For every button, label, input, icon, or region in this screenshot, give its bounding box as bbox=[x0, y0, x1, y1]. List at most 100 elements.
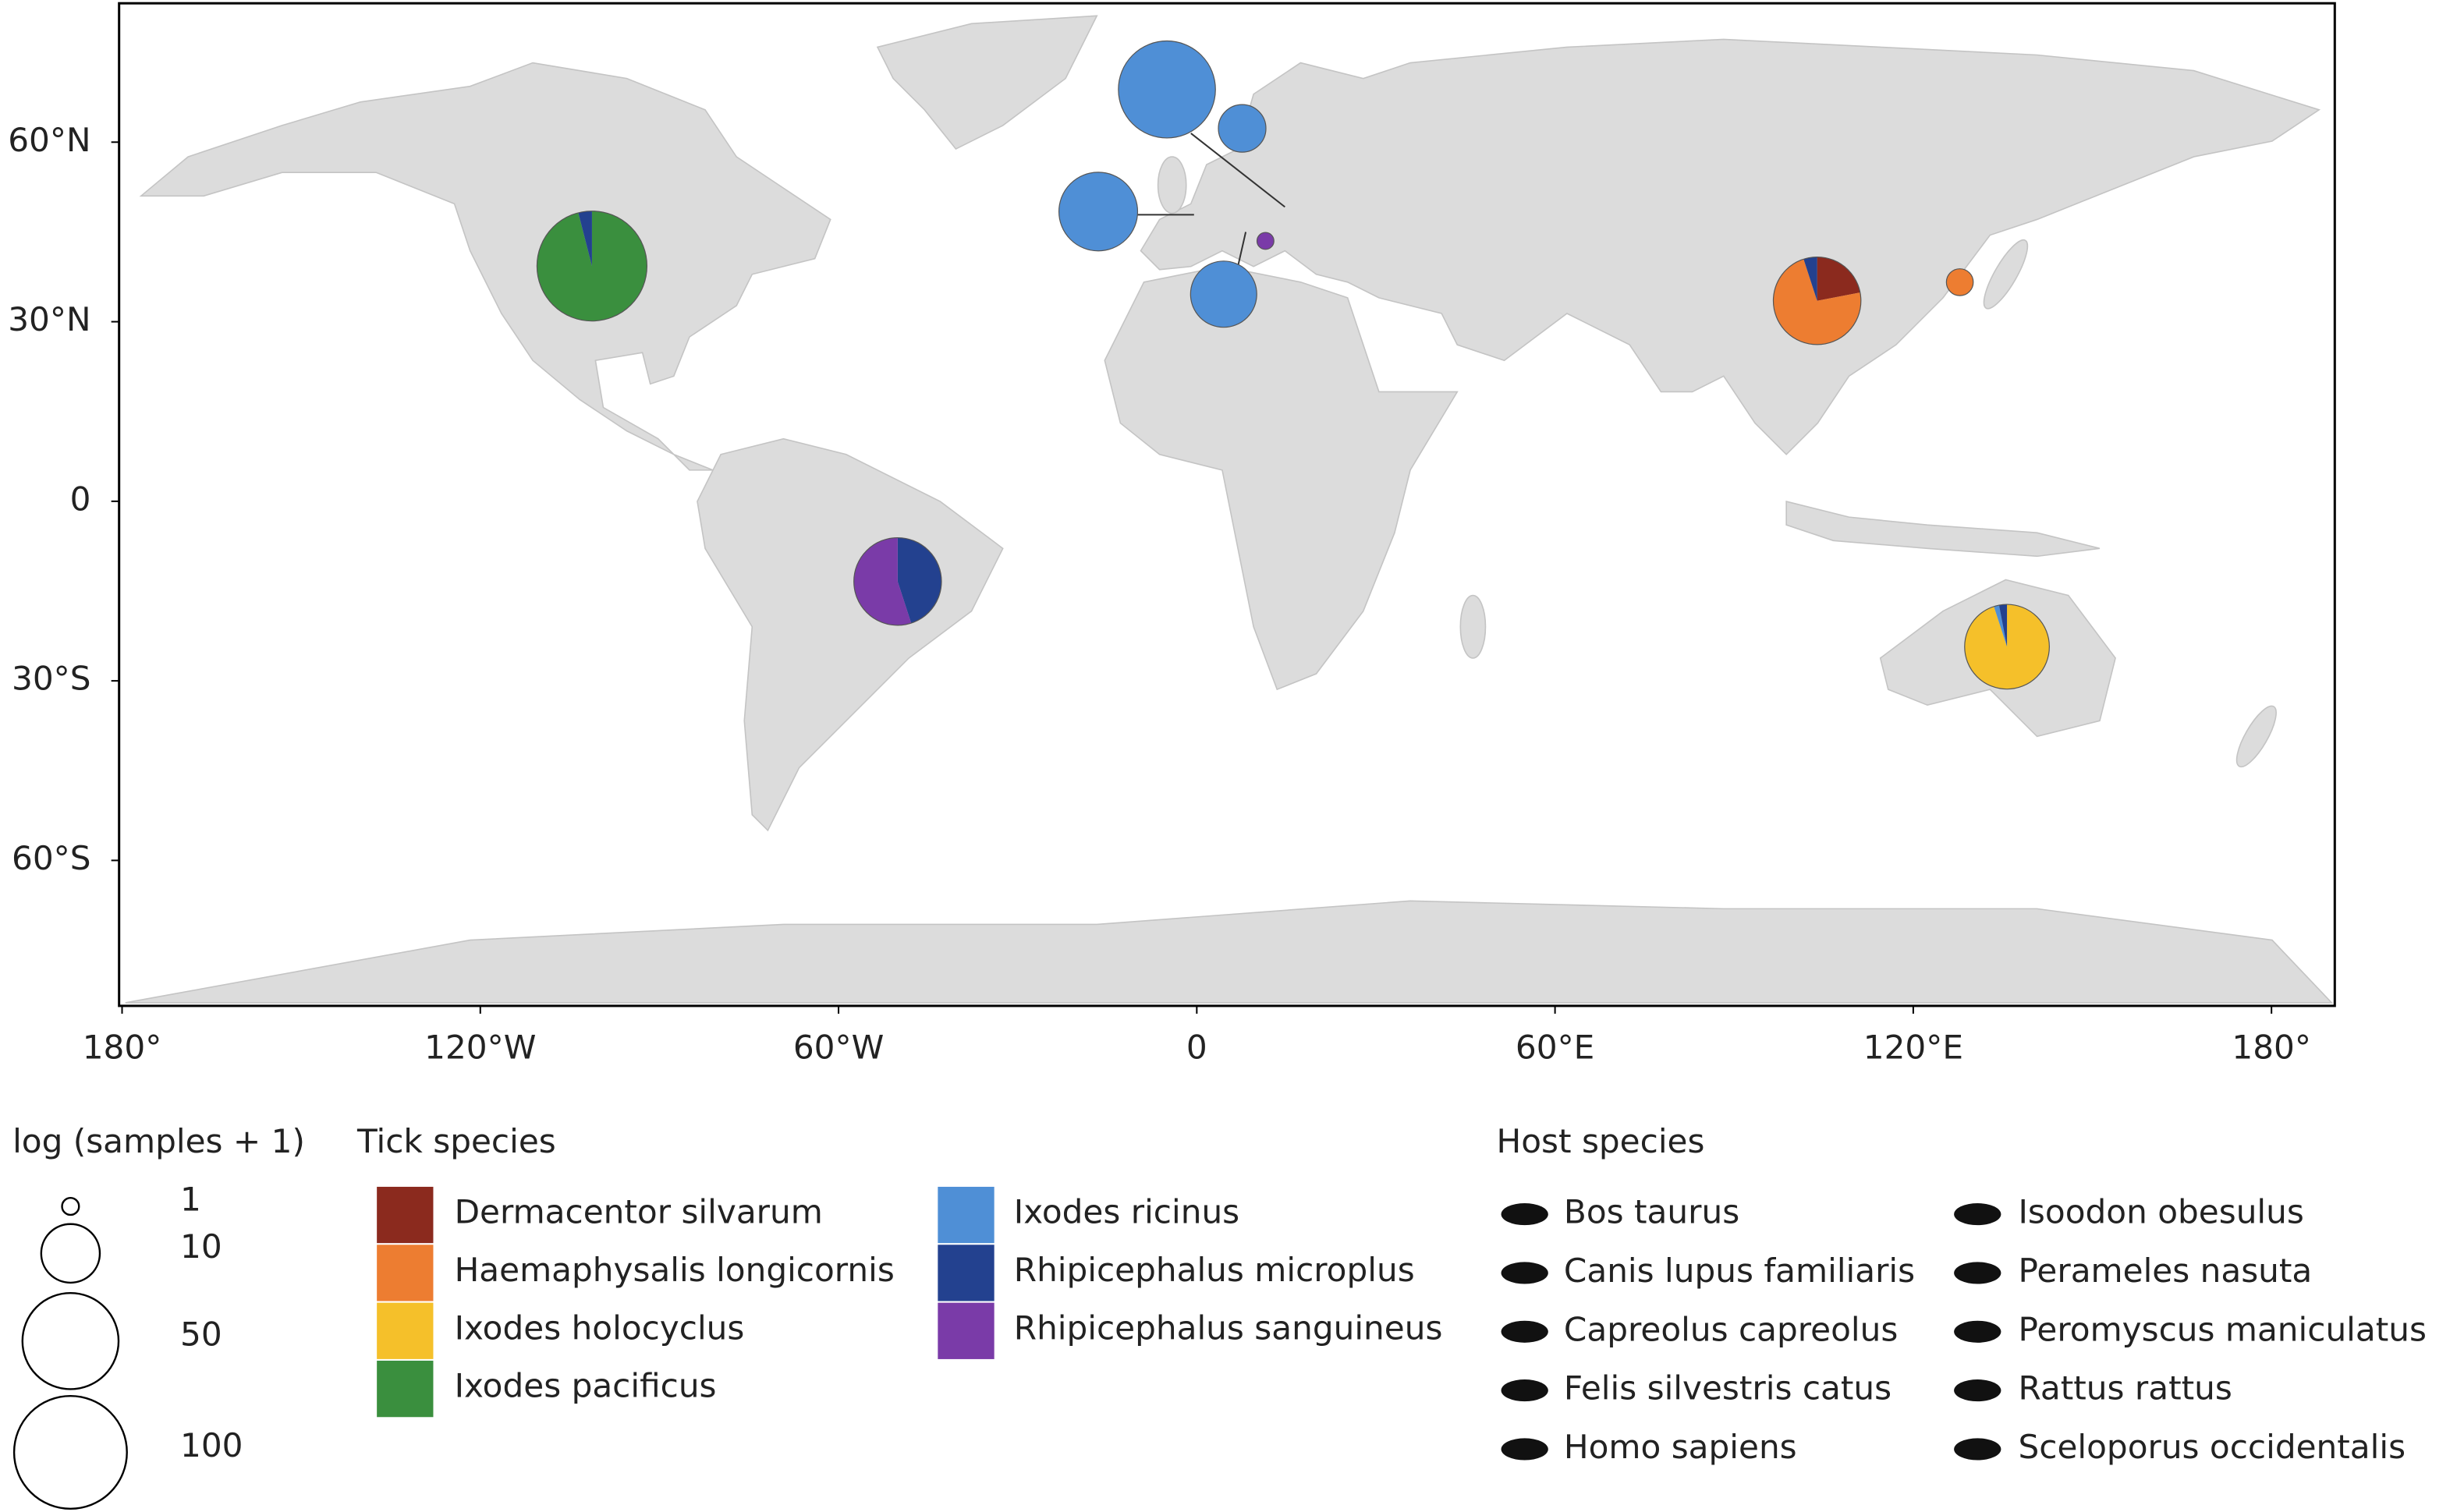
legend-label: Ixodes pacificus bbox=[455, 1367, 717, 1405]
host-icon bbox=[1501, 1438, 1548, 1461]
legend-swatch bbox=[936, 1301, 996, 1361]
host-label: Rattus rattus bbox=[2019, 1369, 2232, 1408]
pie-outline bbox=[1118, 40, 1216, 139]
new-zealand bbox=[2235, 705, 2277, 768]
pie-slice bbox=[1218, 104, 1267, 153]
indonesia bbox=[1785, 501, 2101, 558]
legend-label: Rhipicephalus microplus bbox=[1014, 1251, 1415, 1289]
legend-swatch bbox=[936, 1184, 996, 1245]
south-america bbox=[697, 437, 1004, 832]
size-legend-circle bbox=[21, 1292, 120, 1390]
host-label: Capreolus capreolus bbox=[1564, 1310, 1898, 1348]
pie-slice bbox=[1773, 259, 1861, 345]
legend-label: Haemaphysalis longicornis bbox=[455, 1251, 895, 1289]
size-legend-label: 50 bbox=[180, 1315, 222, 1353]
size-legend-circle bbox=[40, 1223, 101, 1284]
pie-outline bbox=[1772, 256, 1862, 345]
host-icon bbox=[1501, 1320, 1548, 1343]
y-tick-label: 30°S bbox=[12, 660, 91, 698]
size-legend-circle bbox=[61, 1197, 80, 1216]
legend-title: Tick species bbox=[356, 1122, 556, 1160]
eurasia bbox=[1140, 38, 2321, 455]
north-america bbox=[139, 62, 831, 471]
host-label: Bos taurus bbox=[1564, 1193, 1739, 1231]
legend-swatch bbox=[375, 1184, 435, 1245]
host-icon bbox=[1954, 1262, 2001, 1284]
x-tick-label: 60°E bbox=[1516, 1029, 1594, 1067]
pie-outline bbox=[1964, 604, 2050, 690]
pie-slice bbox=[1058, 172, 1138, 251]
host-label: Peromyscus maniculatus bbox=[2019, 1310, 2427, 1348]
pie-outline bbox=[1058, 172, 1139, 252]
madagascar bbox=[1459, 594, 1487, 659]
host-icon bbox=[1954, 1320, 2001, 1343]
legend-label: Rhipicephalus sanguineus bbox=[1014, 1308, 1443, 1347]
legend-swatch bbox=[375, 1301, 435, 1361]
host-icon bbox=[1501, 1203, 1548, 1226]
leader-line bbox=[1237, 232, 1247, 267]
y-tick-label: 60°N bbox=[8, 121, 90, 159]
pie-outline bbox=[536, 211, 648, 322]
japan bbox=[1983, 239, 2029, 310]
host-label: Perameles nasuta bbox=[2019, 1252, 2313, 1290]
size-legend-label: 1 bbox=[180, 1181, 201, 1219]
x-tick-label: 180° bbox=[83, 1029, 162, 1067]
pie-outline bbox=[853, 536, 942, 626]
host-icon bbox=[1954, 1379, 2001, 1402]
host-legend-title: Host species bbox=[1497, 1122, 1705, 1160]
host-label: Canis lupus familiaris bbox=[1564, 1252, 1915, 1290]
x-tick-label: 120°E bbox=[1863, 1029, 1963, 1067]
host-icon bbox=[1501, 1379, 1548, 1402]
pie-outline bbox=[1256, 232, 1275, 250]
x-tick-label: 180° bbox=[2232, 1029, 2311, 1067]
host-label: Sceloporus occidentalis bbox=[2019, 1428, 2406, 1466]
antarctica bbox=[125, 900, 2334, 1004]
pie-outline bbox=[1218, 104, 1267, 153]
legend-label: Ixodes holocyclus bbox=[455, 1308, 745, 1347]
pie-slice bbox=[1998, 604, 2008, 647]
pie-outline bbox=[1190, 260, 1257, 328]
size-legend-label: 100 bbox=[180, 1426, 243, 1464]
pie-slice bbox=[578, 211, 592, 267]
pie-slice bbox=[1964, 604, 2050, 689]
y-tick-label: 60°S bbox=[12, 839, 91, 877]
land bbox=[125, 15, 2334, 1004]
x-tick-label: 60°W bbox=[793, 1029, 884, 1067]
host-icon bbox=[1501, 1262, 1548, 1284]
host-label: Isoodon obesulus bbox=[2019, 1193, 2304, 1231]
x-tick-label: 0 bbox=[1186, 1029, 1207, 1067]
host-label: Felis silvestris catus bbox=[1564, 1369, 1892, 1408]
legend-swatch bbox=[936, 1243, 996, 1303]
legend-swatch bbox=[375, 1243, 435, 1303]
legend-swatch bbox=[375, 1358, 435, 1419]
pie-slice bbox=[1946, 268, 1973, 296]
y-tick-label: 30°N bbox=[8, 300, 90, 338]
host-label: Homo sapiens bbox=[1564, 1428, 1797, 1466]
pie-slice bbox=[853, 537, 912, 625]
pie-slice bbox=[1190, 260, 1257, 328]
pie-slice bbox=[1803, 257, 1817, 301]
pie-slice bbox=[1257, 232, 1275, 250]
size-legend-label: 10 bbox=[180, 1227, 222, 1266]
pie-slice bbox=[1118, 41, 1216, 138]
africa bbox=[1104, 265, 1459, 691]
leader-line bbox=[1190, 133, 1285, 208]
size-legend-circle bbox=[12, 1394, 128, 1510]
pie-outline bbox=[1945, 268, 1974, 296]
pie-slice bbox=[1817, 257, 1860, 301]
y-tick-label: 0 bbox=[70, 480, 91, 518]
legend-label: Dermacentor silvarum bbox=[455, 1193, 823, 1231]
britain bbox=[1157, 156, 1187, 214]
pie-slice bbox=[1994, 605, 2008, 647]
size-legend-title: log (samples + 1) bbox=[12, 1122, 305, 1160]
map-frame bbox=[118, 2, 2336, 1007]
pie-slice bbox=[897, 537, 941, 624]
host-icon bbox=[1954, 1438, 2001, 1461]
legend-label: Ixodes ricinus bbox=[1014, 1193, 1239, 1231]
greenland bbox=[876, 15, 1098, 150]
host-icon bbox=[1954, 1203, 2001, 1226]
x-tick-label: 120°W bbox=[424, 1029, 536, 1067]
pie-slice bbox=[537, 211, 647, 321]
